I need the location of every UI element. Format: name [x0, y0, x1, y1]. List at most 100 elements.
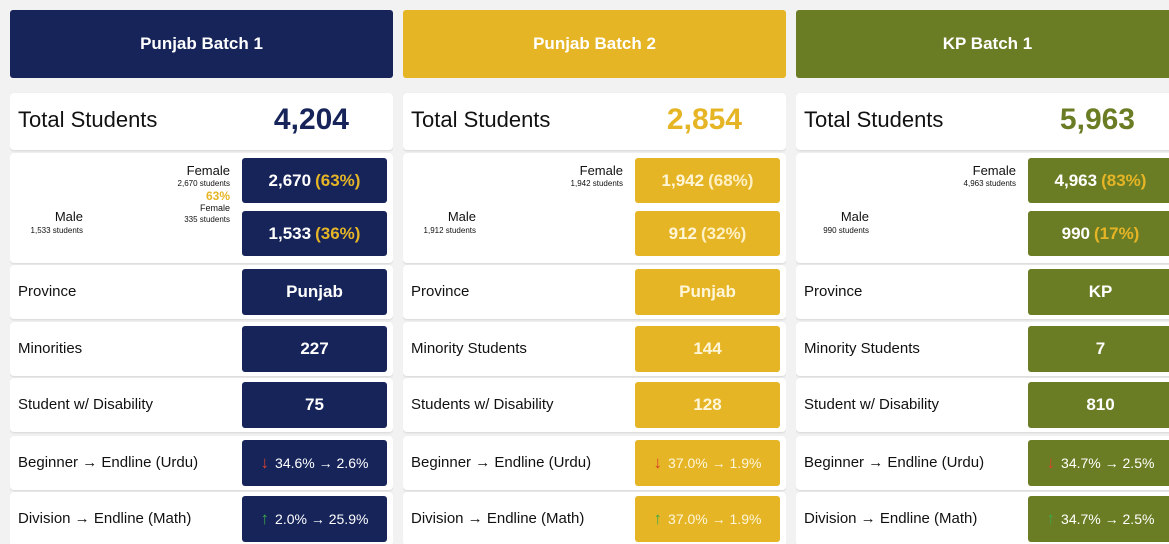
row-value-box: ↑ 37.0% → 1.9%: [635, 496, 780, 542]
row-icon: [992, 394, 1014, 416]
row-label: Student w/ Disability: [804, 396, 940, 413]
row-icon: [206, 394, 228, 416]
row-value: 7: [1095, 339, 1106, 358]
info-row: Minority Students 7: [796, 322, 1169, 376]
female-pct: (63%): [315, 170, 361, 190]
row-icon: [992, 338, 1014, 360]
row-label: Province: [804, 283, 863, 300]
trend-arrow: ↑: [653, 509, 663, 528]
info-row: Province Punjab: [403, 265, 786, 319]
row-value: 2.0% → 25.9%: [275, 511, 369, 527]
row-value: 75: [305, 395, 324, 414]
row-label: Beginner → Endline (Urdu): [18, 454, 199, 471]
row-icon: [206, 338, 228, 360]
row-value: 227: [300, 339, 329, 358]
male-pct: (36%): [315, 223, 361, 243]
info-row: Students w/ Disability 128: [403, 378, 786, 432]
info-row: Student w/ Disability 810: [796, 378, 1169, 432]
row-value-box: 75: [242, 382, 387, 428]
info-row: Division → Endline (Math) ↑ 37.0% → 1.9%: [403, 492, 786, 544]
panel: KP Batch 1 Total Students 5,963 Male 990 stu…: [796, 0, 1169, 544]
male-sub: 990 students: [823, 226, 869, 235]
trend-arrow: ↓: [1046, 453, 1056, 472]
row-value: 37.0% → 1.9%: [668, 511, 762, 527]
row-label: Province: [18, 283, 77, 300]
row-icon: [599, 281, 621, 303]
female-box: 1,942 (68%): [635, 158, 780, 203]
row-value: 144: [693, 339, 722, 358]
male-pct: (32%): [701, 223, 747, 243]
row-value-box: 7: [1028, 326, 1169, 372]
trend-arrow: ↑: [1046, 509, 1056, 528]
female-extra-sub: 335 students: [184, 215, 230, 224]
panel: Punjab Batch 1 Total Students 4,204 Male 1,5…: [10, 0, 393, 544]
row-icon: [206, 281, 228, 303]
info-row: Student w/ Disability 75: [10, 378, 393, 432]
female-extra-label: Female: [199, 203, 230, 213]
trend-arrow: ↓: [260, 453, 270, 472]
female-label: Female: [186, 163, 230, 178]
row-icon: [599, 338, 621, 360]
row-label: Minority Students: [411, 340, 527, 357]
info-row: Province KP: [796, 265, 1169, 319]
row-value-box: 227: [242, 326, 387, 372]
row-value-box: ↓ 37.0% → 1.9%: [635, 440, 780, 486]
female-sub: 1,942 students: [570, 179, 623, 188]
row-value-box: ↑ 34.7% → 2.5%: [1028, 496, 1169, 542]
male-label: Male: [54, 209, 83, 224]
total-label: Total Students: [18, 107, 158, 132]
row-value-box: KP: [1028, 269, 1169, 315]
row-label: Students w/ Disability: [411, 396, 554, 413]
total-label: Total Students: [804, 107, 944, 132]
row-value-box: ↓ 34.6% → 2.6%: [242, 440, 387, 486]
female-pct: (68%): [708, 170, 754, 190]
row-value-box: Punjab: [242, 269, 387, 315]
donut: [856, 161, 950, 255]
row-value: 810: [1086, 395, 1115, 414]
female-label: Female: [972, 163, 1016, 178]
male-sub: 1,912 students: [423, 226, 476, 235]
male-sub: 1,533 students: [30, 226, 83, 235]
total-value: 4,204: [273, 103, 349, 136]
panel-header: Punjab Batch 2: [403, 10, 786, 78]
row-value-box: 144: [635, 326, 780, 372]
panel-header: Punjab Batch 1: [10, 10, 393, 78]
row-label: Beginner → Endline (Urdu): [804, 454, 985, 471]
info-row: Beginner → Endline (Urdu) ↓ 34.6% → 2.6%: [10, 436, 393, 490]
male-box: 912 (32%): [635, 211, 780, 256]
info-row: Beginner → Endline (Urdu) ↓ 34.7% → 2.5%: [796, 436, 1169, 490]
female-value: 4,963: [1054, 170, 1098, 190]
row-value: 34.7% → 2.5%: [1061, 455, 1155, 471]
total-label: Total Students: [411, 107, 551, 132]
row-icon: [599, 394, 621, 416]
row-value-box: ↑ 2.0% → 25.9%: [242, 496, 387, 542]
trend-arrow: ↑: [260, 509, 270, 528]
row-value: 128: [693, 395, 722, 414]
row-value: 34.7% → 2.5%: [1061, 511, 1155, 527]
row-label: Minority Students: [804, 340, 920, 357]
row-label: Minorities: [18, 340, 83, 357]
info-row: Minorities 227: [10, 322, 393, 376]
female-label: Female: [579, 163, 623, 178]
row-value: 34.6% → 2.6%: [275, 455, 369, 471]
female-value: 1,942: [661, 170, 705, 190]
row-value: 37.0% → 1.9%: [668, 455, 762, 471]
male-value: 990: [1061, 223, 1090, 243]
male-value: 912: [668, 223, 697, 243]
female-sub: 2,670 students: [177, 179, 230, 188]
row-value-box: 810: [1028, 382, 1169, 428]
male-pct: (17%): [1094, 223, 1140, 243]
male-box: 990 (17%): [1028, 211, 1169, 256]
row-value-box: Punjab: [635, 269, 780, 315]
male-label: Male: [447, 209, 476, 224]
gender-card: Male 990 students Female 4,963 students 4,96…: [796, 153, 1169, 263]
row-value-box: 128: [635, 382, 780, 428]
info-row: Division → Endline (Math) ↑ 34.7% → 2.5%: [796, 492, 1169, 544]
total-value: 5,963: [1059, 103, 1135, 136]
row-value: Punjab: [286, 282, 343, 301]
panel-header: KP Batch 1: [796, 10, 1169, 78]
row-label: Province: [411, 283, 470, 300]
total-card: Total Students 2,854: [403, 93, 786, 150]
total-card: Total Students 4,204: [10, 93, 393, 150]
